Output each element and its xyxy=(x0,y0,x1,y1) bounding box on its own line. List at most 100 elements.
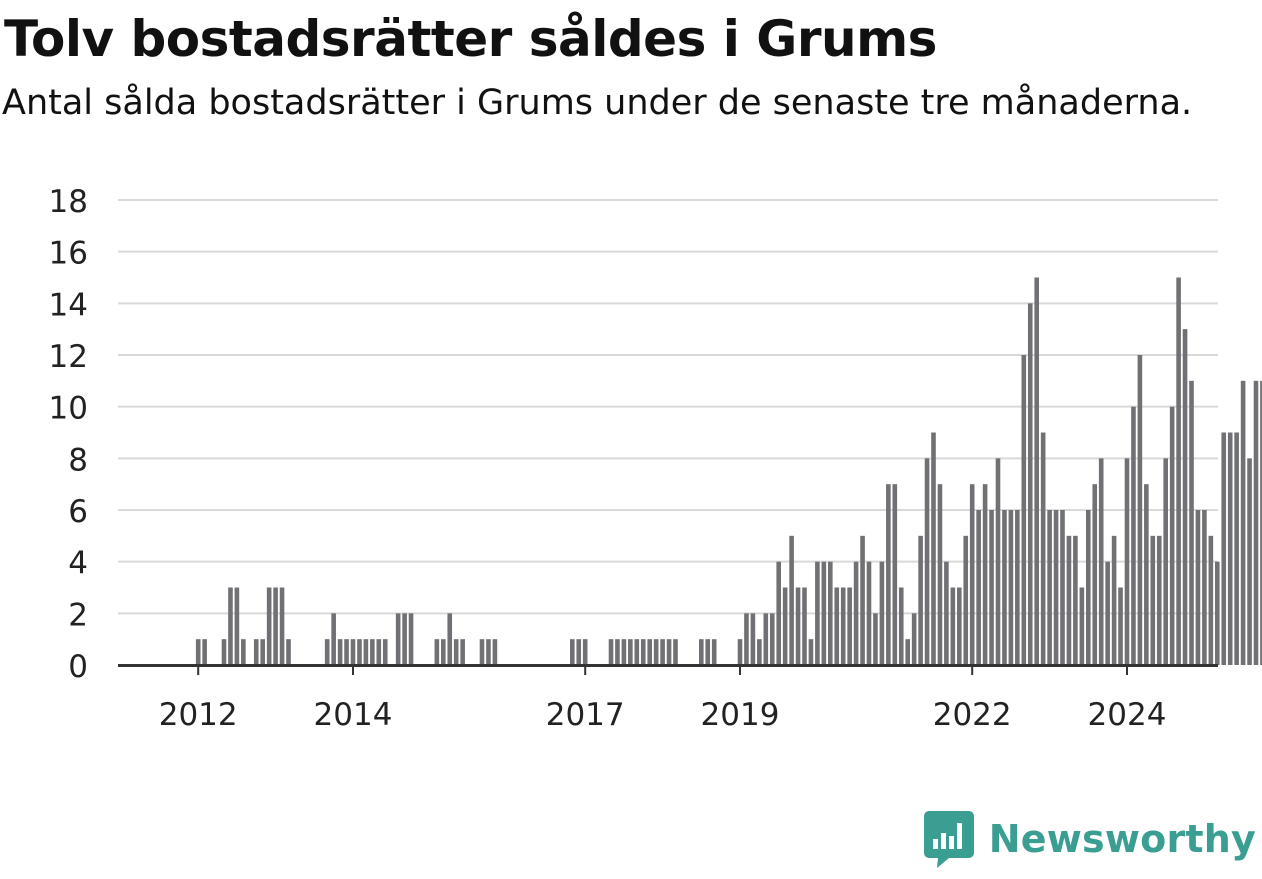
bar xyxy=(1189,380,1194,665)
bar xyxy=(460,639,465,665)
bar xyxy=(324,639,330,665)
bar xyxy=(253,639,259,665)
bar xyxy=(479,639,485,665)
brand-name: Newsworthy xyxy=(988,817,1256,861)
bar xyxy=(699,639,704,665)
x-tick-label: 2019 xyxy=(701,697,780,733)
bar xyxy=(402,613,407,665)
bar xyxy=(1131,406,1136,665)
bar xyxy=(995,458,1001,665)
bar xyxy=(937,484,943,665)
y-tick-label: 8 xyxy=(68,442,88,478)
x-tick-label: 2024 xyxy=(1088,697,1167,733)
bar xyxy=(266,587,272,665)
bar xyxy=(776,561,781,665)
bar xyxy=(331,613,336,665)
bar xyxy=(1124,458,1130,665)
bar xyxy=(1098,458,1104,665)
bar xyxy=(1240,380,1246,665)
y-tick-label: 10 xyxy=(49,391,88,427)
bar xyxy=(1105,561,1110,665)
bar xyxy=(860,535,865,665)
bar xyxy=(911,613,917,665)
bar-chart: 0246810121416182012201420172019202220241… xyxy=(49,184,1262,733)
bar xyxy=(370,639,375,665)
bar xyxy=(1111,535,1117,665)
newsworthy-brand[interactable]: Newsworthy xyxy=(923,807,1256,871)
bar xyxy=(221,639,227,665)
bar xyxy=(834,587,840,665)
bar xyxy=(376,639,382,665)
bar xyxy=(582,639,588,665)
x-tick-label: 2014 xyxy=(314,697,393,733)
bar xyxy=(1008,510,1014,665)
bar xyxy=(808,639,814,665)
bar xyxy=(918,535,923,665)
bar xyxy=(750,613,756,665)
bar xyxy=(1163,458,1168,665)
bar xyxy=(628,639,633,665)
bar xyxy=(1221,432,1227,665)
bar xyxy=(866,561,872,665)
bar xyxy=(576,639,582,665)
bar xyxy=(195,639,201,665)
bar xyxy=(769,613,775,665)
y-tick-label: 2 xyxy=(68,597,88,633)
bar xyxy=(924,458,930,665)
bar xyxy=(898,587,904,665)
bar xyxy=(976,510,981,665)
bar xyxy=(828,561,833,665)
bar xyxy=(653,639,659,665)
bar xyxy=(1227,432,1233,665)
bar xyxy=(795,587,801,665)
bar xyxy=(744,613,749,665)
bar xyxy=(1092,484,1098,665)
x-tick-label: 2017 xyxy=(546,697,625,733)
bar xyxy=(892,484,898,665)
bar xyxy=(1215,561,1220,665)
bar xyxy=(350,639,356,665)
bar xyxy=(286,639,291,665)
bar xyxy=(1066,535,1072,665)
bar xyxy=(789,535,794,665)
bar xyxy=(944,561,949,665)
bar xyxy=(931,432,936,665)
x-tick-label: 2012 xyxy=(159,697,238,733)
bar xyxy=(492,639,498,665)
bar xyxy=(1060,510,1065,665)
bar xyxy=(821,561,827,665)
bar xyxy=(673,639,678,665)
bar xyxy=(441,639,446,665)
bar xyxy=(1015,510,1020,665)
bar xyxy=(357,639,362,665)
bar xyxy=(666,639,672,665)
bar xyxy=(570,639,575,665)
bar xyxy=(447,613,453,665)
bar xyxy=(1040,432,1046,665)
x-tick-label: 2022 xyxy=(933,697,1012,733)
bar xyxy=(486,639,491,665)
bar xyxy=(202,639,207,665)
bar xyxy=(660,639,665,665)
y-tick-label: 12 xyxy=(49,339,88,375)
page-title: Tolv bostadsrätter såldes i Grums xyxy=(4,10,937,68)
y-tick-label: 6 xyxy=(68,494,88,530)
bar xyxy=(241,639,246,665)
bar xyxy=(1150,535,1156,665)
bar xyxy=(1260,380,1262,665)
newsworthy-logo-icon xyxy=(923,811,974,868)
bar xyxy=(1118,587,1123,665)
bar xyxy=(1253,380,1259,665)
bar xyxy=(344,639,349,665)
bar xyxy=(234,587,240,665)
bar xyxy=(815,561,820,665)
bar xyxy=(950,587,956,665)
bar xyxy=(1034,277,1039,665)
chart-subtitle: Antal sålda bostadsrätter i Grums under … xyxy=(2,83,1193,123)
bar xyxy=(1182,329,1188,665)
y-tick-label: 18 xyxy=(49,184,88,220)
bar xyxy=(873,613,878,665)
bar xyxy=(969,484,975,665)
bar xyxy=(1169,406,1175,665)
bar xyxy=(1027,303,1033,665)
